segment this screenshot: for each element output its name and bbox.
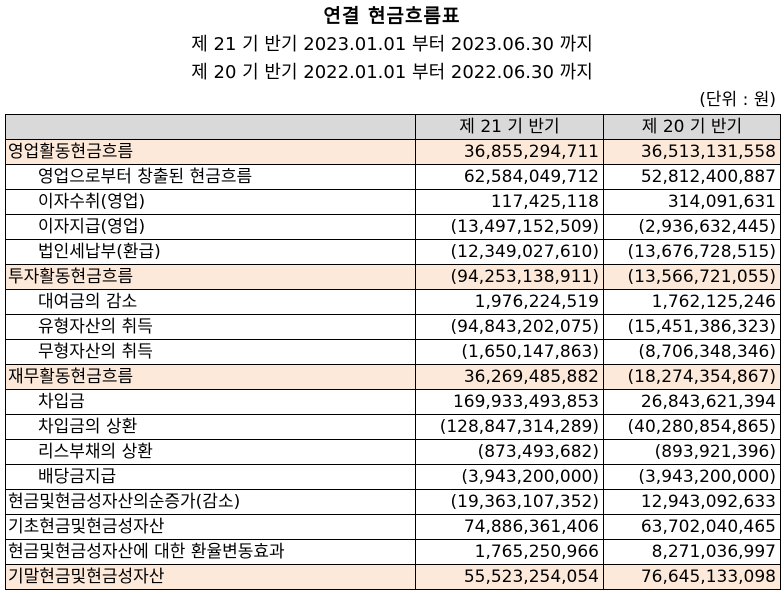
- row-label: 차입금: [5, 389, 416, 415]
- row-label: 현금및현금성자산에 대한 환율변동효과: [5, 539, 416, 565]
- table-row: 무형자산의 취득 (1,650,147,863) (8,706,348,346): [5, 339, 781, 365]
- prior-value: (40,280,854,865): [603, 414, 781, 440]
- current-value: (873,493,682): [415, 439, 604, 465]
- current-value: 55,523,254,054: [415, 564, 604, 590]
- prior-value: 1,762,125,246: [603, 289, 781, 315]
- row-label: 재무활동현금흐름: [5, 364, 416, 390]
- prior-value: 8,271,036,997: [603, 539, 781, 565]
- row-label: 법인세납부(환급): [5, 239, 416, 265]
- statement-title: 연결 현금흐름표: [323, 5, 461, 27]
- table-row: 배당금지급 (3,943,200,000) (3,943,200,000): [5, 464, 781, 490]
- current-value: 169,933,493,853: [415, 389, 604, 415]
- row-label: 영업으로부터 창출된 현금흐름: [5, 164, 416, 190]
- row-label: 차입금의 상환: [5, 414, 416, 440]
- prior-value: (13,566,721,055): [603, 264, 781, 290]
- prior-value: (893,921,396): [603, 439, 781, 465]
- unit-label: (단위 : 원): [699, 90, 776, 110]
- row-label: 현금및현금성자산의순증가(감소): [5, 489, 416, 515]
- table-row: 기초현금및현금성자산 74,886,361,406 63,702,040,465: [5, 514, 781, 540]
- table-row: 현금및현금성자산의순증가(감소) (19,363,107,352) 12,943…: [5, 489, 781, 515]
- table-header-row: 제 21 기 반기 제 20 기 반기: [5, 114, 781, 140]
- table-row: 현금및현금성자산에 대한 환율변동효과 1,765,250,966 8,271,…: [5, 539, 781, 565]
- row-label: 이자수취(영업): [5, 189, 416, 215]
- current-value: 62,584,049,712: [415, 164, 604, 190]
- row-label: 무형자산의 취득: [5, 339, 416, 365]
- table-row: 법인세납부(환급) (12,349,027,610) (13,676,728,5…: [5, 239, 781, 265]
- prior-value: (15,451,386,323): [603, 314, 781, 340]
- current-value: 117,425,118: [415, 189, 604, 215]
- current-value: 1,765,250,966: [415, 539, 604, 565]
- prior-value: (13,676,728,515): [603, 239, 781, 265]
- prior-value: 52,812,400,887: [603, 164, 781, 190]
- current-value: (12,349,027,610): [415, 239, 604, 265]
- current-value: (13,497,152,509): [415, 214, 604, 240]
- table-row: 유형자산의 취득 (94,843,202,075) (15,451,386,32…: [5, 314, 781, 340]
- current-value: 74,886,361,406: [415, 514, 604, 540]
- table-row: 투자활동현금흐름 (94,253,138,911) (13,566,721,05…: [5, 264, 781, 290]
- table-row: 이자수취(영업) 117,425,118 314,091,631: [5, 189, 781, 215]
- current-value: (94,253,138,911): [415, 264, 604, 290]
- table-row: 차입금의 상환 (128,847,314,289) (40,280,854,86…: [5, 414, 781, 440]
- row-label: 배당금지급: [5, 464, 416, 490]
- current-value: 1,976,224,519: [415, 289, 604, 315]
- row-label: 기말현금및현금성자산: [5, 564, 416, 590]
- header-prior-period: 제 20 기 반기: [603, 114, 781, 140]
- period-prior: 제 20 기 반기 2022.01.01 부터 2022.06.30 까지: [191, 62, 593, 83]
- prior-value: 76,645,133,098: [603, 564, 781, 590]
- prior-value: (3,943,200,000): [603, 464, 781, 490]
- current-value: (128,847,314,289): [415, 414, 604, 440]
- current-value: (1,650,147,863): [415, 339, 604, 365]
- table-row: 차입금 169,933,493,853 26,843,621,394: [5, 389, 781, 415]
- table-row: 영업으로부터 창출된 현금흐름 62,584,049,712 52,812,40…: [5, 164, 781, 190]
- prior-value: (8,706,348,346): [603, 339, 781, 365]
- period-current: 제 21 기 반기 2023.01.01 부터 2023.06.30 까지: [191, 34, 593, 55]
- table-row: 이자지급(영업) (13,497,152,509) (2,936,632,445…: [5, 214, 781, 240]
- prior-value: 12,943,092,633: [603, 489, 781, 515]
- table-row: 대여금의 감소 1,976,224,519 1,762,125,246: [5, 289, 781, 315]
- row-label: 대여금의 감소: [5, 289, 416, 315]
- row-label: 영업활동현금흐름: [5, 139, 416, 165]
- current-value: 36,855,294,711: [415, 139, 604, 165]
- table-row: 기말현금및현금성자산 55,523,254,054 76,645,133,098: [5, 564, 781, 590]
- current-value: (94,843,202,075): [415, 314, 604, 340]
- row-label: 기초현금및현금성자산: [5, 514, 416, 540]
- row-label: 투자활동현금흐름: [5, 264, 416, 290]
- table-row: 리스부채의 상환 (873,493,682) (893,921,396): [5, 439, 781, 465]
- current-value: (19,363,107,352): [415, 489, 604, 515]
- header-current-period: 제 21 기 반기: [415, 114, 604, 140]
- prior-value: (2,936,632,445): [603, 214, 781, 240]
- current-value: 36,269,485,882: [415, 364, 604, 390]
- current-value: (3,943,200,000): [415, 464, 604, 490]
- row-label: 유형자산의 취득: [5, 314, 416, 340]
- row-label: 이자지급(영업): [5, 214, 416, 240]
- table-row: 영업활동현금흐름 36,855,294,711 36,513,131,558: [5, 139, 781, 165]
- cash-flow-table: 제 21 기 반기 제 20 기 반기 영업활동현금흐름 36,855,294,…: [5, 114, 781, 590]
- prior-value: 314,091,631: [603, 189, 781, 215]
- row-label: 리스부채의 상환: [5, 439, 416, 465]
- prior-value: 36,513,131,558: [603, 139, 781, 165]
- prior-value: (18,274,354,867): [603, 364, 781, 390]
- prior-value: 63,702,040,465: [603, 514, 781, 540]
- prior-value: 26,843,621,394: [603, 389, 781, 415]
- header-label-col: [5, 114, 416, 140]
- table-row: 재무활동현금흐름 36,269,485,882 (18,274,354,867): [5, 364, 781, 390]
